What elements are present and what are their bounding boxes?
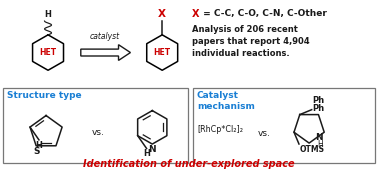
Text: Catalyst
mechanism: Catalyst mechanism — [197, 91, 255, 111]
Text: H: H — [143, 149, 150, 158]
Text: HET: HET — [39, 48, 57, 57]
Text: H: H — [318, 140, 323, 149]
Text: vs.: vs. — [258, 129, 271, 138]
FancyBboxPatch shape — [3, 88, 188, 163]
Text: N: N — [149, 145, 156, 154]
Text: Identification of under-explored space: Identification of under-explored space — [83, 159, 295, 169]
Text: Ph: Ph — [313, 96, 325, 105]
Text: H: H — [36, 141, 42, 150]
Text: [RhCp*Cl₂]₂: [RhCp*Cl₂]₂ — [197, 125, 243, 134]
Text: Analysis of 206 recent
papers that report 4,904
individual reactions.: Analysis of 206 recent papers that repor… — [192, 25, 310, 58]
Text: catalyst: catalyst — [90, 32, 120, 41]
Text: vs.: vs. — [92, 128, 105, 137]
Text: X: X — [158, 9, 166, 19]
Text: = C-C, C-O, C-N, C-Other: = C-C, C-O, C-N, C-Other — [200, 9, 327, 18]
Text: N: N — [316, 133, 323, 142]
Text: H: H — [45, 10, 51, 19]
Text: S: S — [33, 147, 39, 156]
Text: X: X — [192, 9, 200, 19]
FancyArrow shape — [81, 45, 130, 60]
Text: Structure type: Structure type — [7, 91, 82, 100]
FancyBboxPatch shape — [193, 88, 375, 163]
Text: OTMS: OTMS — [300, 145, 325, 154]
Text: Ph: Ph — [313, 104, 325, 113]
Text: HET: HET — [153, 48, 171, 57]
